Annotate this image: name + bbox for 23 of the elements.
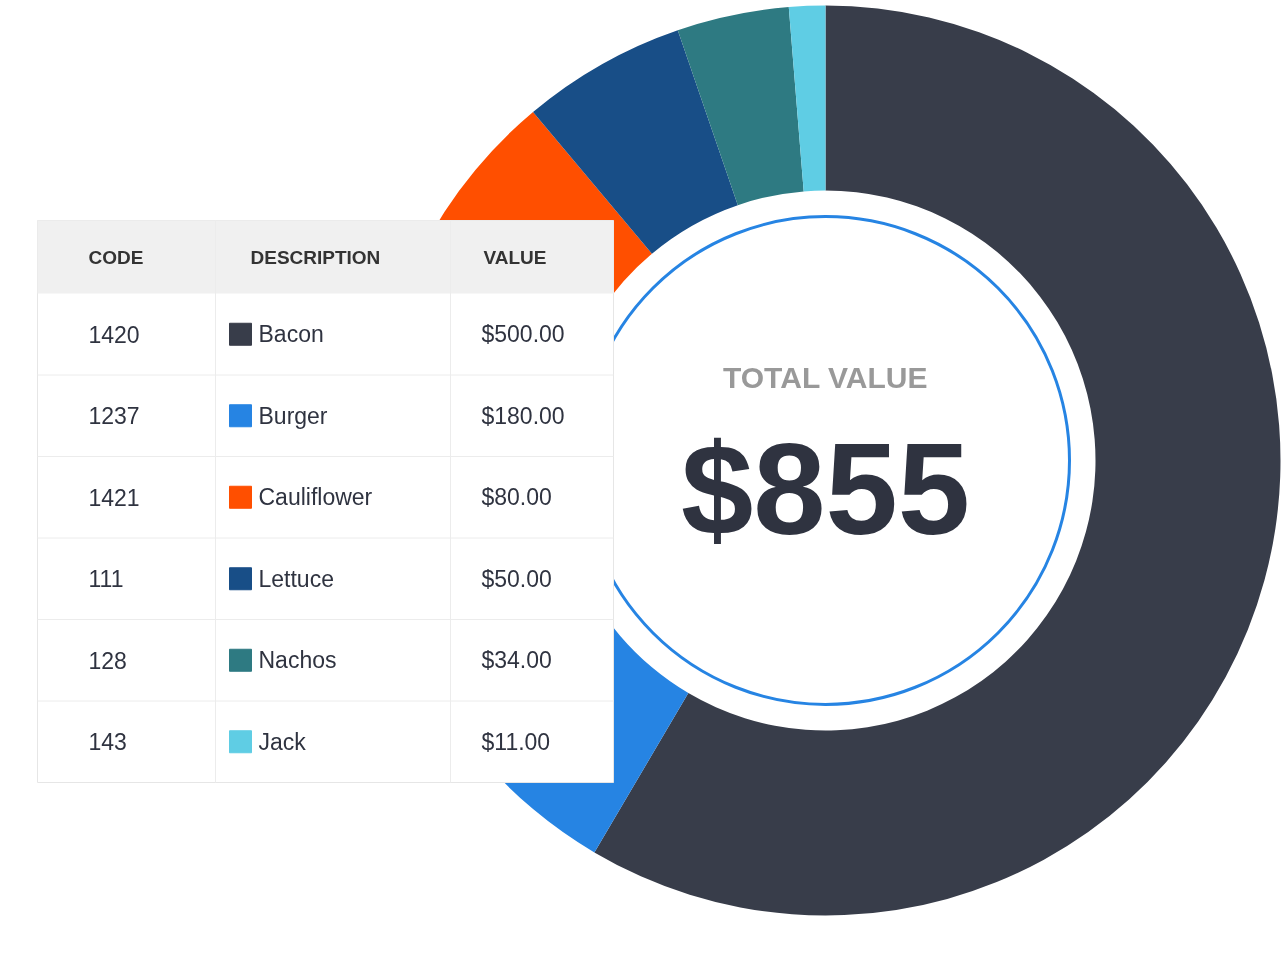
text: CODE [88, 247, 144, 268]
text: 128 [88, 647, 127, 674]
legend-label: Lettuce [258, 565, 334, 592]
data-label: $34.00 [481, 647, 552, 674]
text: 111 [88, 566, 124, 593]
data-label: $50.00 [481, 565, 552, 592]
legend-label: Bacon [258, 321, 324, 348]
data-label: $500.00 [481, 321, 565, 348]
text: DESCRIPTION [250, 247, 381, 268]
text: VALUE [483, 247, 547, 268]
text: TOTAL VALUE [723, 361, 928, 394]
legend-label: Jack [258, 728, 307, 755]
legend-label: Nachos [258, 647, 337, 674]
text: 1421 [88, 484, 140, 511]
text: 1420 [88, 321, 140, 348]
legend-label: Cauliflower [258, 484, 373, 511]
text: 143 [88, 729, 127, 756]
legend-label: Burger [258, 402, 328, 429]
data-label: $180.00 [481, 402, 565, 429]
text: 1237 [88, 403, 140, 430]
text: $855 [680, 415, 971, 562]
data-label: $11.00 [481, 728, 551, 755]
data-label: $80.00 [481, 484, 552, 511]
